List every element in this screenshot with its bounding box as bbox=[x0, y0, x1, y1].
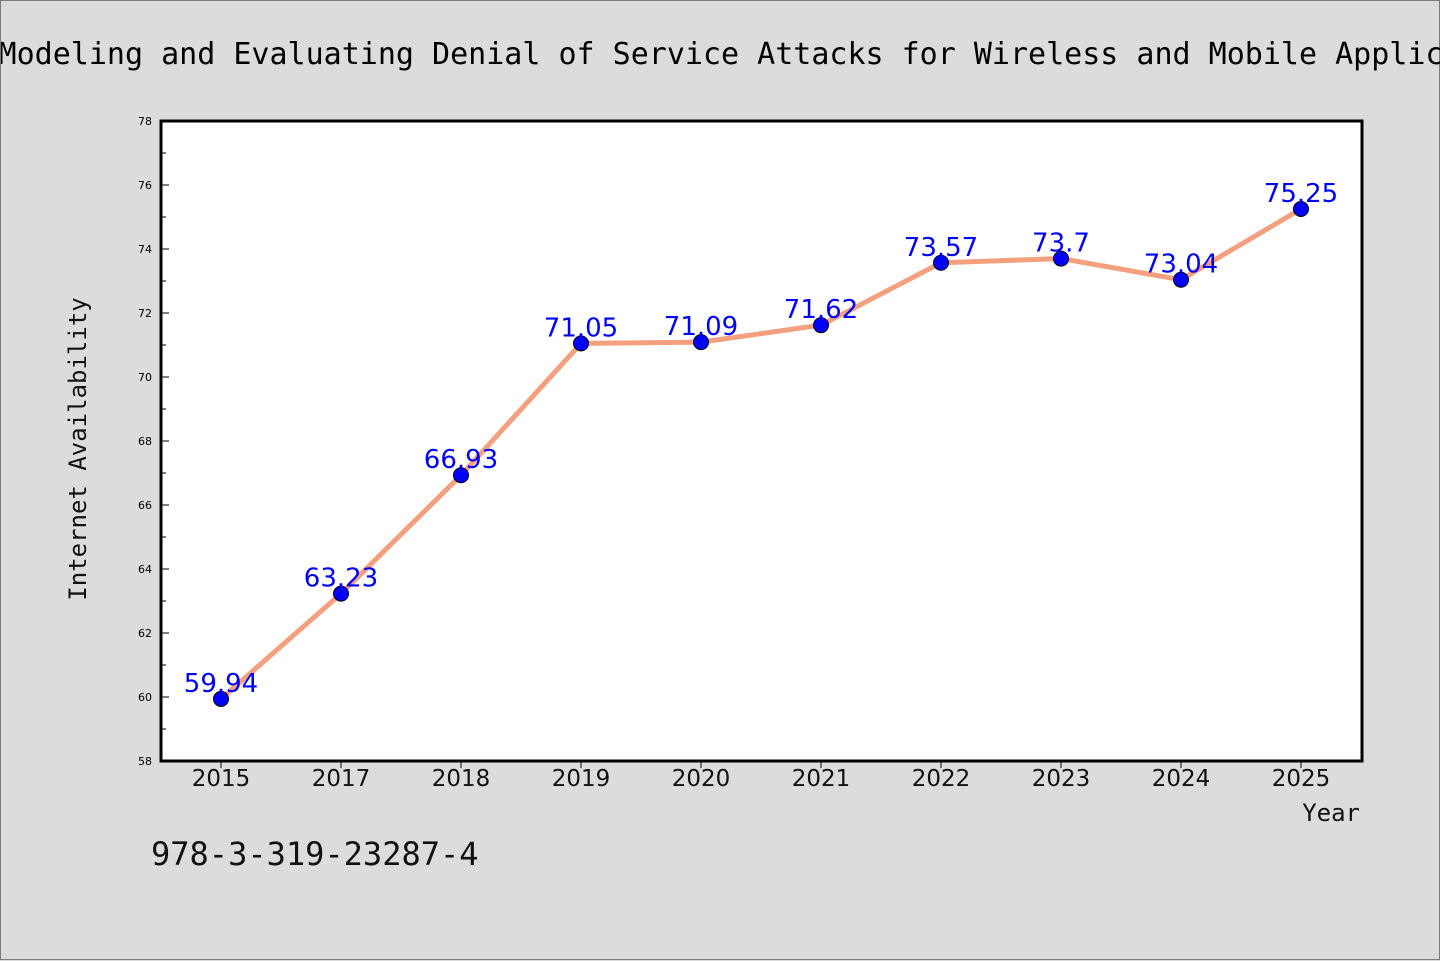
data-label: 71.05 bbox=[544, 313, 618, 343]
y-tick-label: 66 bbox=[138, 499, 152, 512]
x-axis-label: Year bbox=[1302, 799, 1360, 827]
y-tick-label: 68 bbox=[138, 435, 152, 448]
x-tick-label: 2022 bbox=[912, 766, 971, 792]
data-label: 73.57 bbox=[904, 233, 978, 263]
data-point bbox=[453, 467, 469, 484]
y-tick-label: 78 bbox=[138, 115, 152, 128]
data-label: 75.25 bbox=[1264, 179, 1338, 209]
isbn-label: 978-3-319-23287-4 bbox=[151, 835, 479, 873]
data-label: 59.94 bbox=[184, 669, 258, 699]
y-tick-label: 74 bbox=[138, 243, 152, 256]
data-point bbox=[1053, 250, 1069, 267]
series-group bbox=[213, 201, 1309, 707]
data-point bbox=[1173, 271, 1189, 288]
data-label: 71.62 bbox=[784, 295, 858, 325]
y-tick-label: 58 bbox=[138, 755, 152, 768]
data-point bbox=[933, 254, 949, 271]
y-tick-label: 64 bbox=[138, 563, 152, 576]
x-axis: 2015 2017 2018 2019 2020 2021 2022 2023 2024 2025 bbox=[192, 761, 1331, 792]
x-tick-label: 2020 bbox=[672, 766, 731, 792]
data-label: 73.7 bbox=[1032, 229, 1090, 259]
y-tick-label: 76 bbox=[138, 179, 152, 192]
x-tick-label: 2019 bbox=[552, 766, 611, 792]
x-tick-label: 2023 bbox=[1032, 766, 1091, 792]
data-labels: 59.94 63.23 66.93 71.05 71.09 71.62 73.57 73.7 7… bbox=[184, 179, 1338, 699]
x-tick-label: 2024 bbox=[1152, 766, 1211, 792]
x-tick-label: 2018 bbox=[432, 766, 491, 792]
y-tick-label: 72 bbox=[138, 307, 152, 320]
data-label: 63.23 bbox=[304, 564, 378, 594]
y-tick-label: 70 bbox=[138, 371, 152, 384]
data-point bbox=[573, 335, 589, 352]
data-label: 66.93 bbox=[424, 445, 498, 475]
data-point bbox=[1293, 201, 1309, 217]
data-label: 71.09 bbox=[664, 312, 738, 342]
x-tick-label: 2017 bbox=[312, 766, 371, 792]
data-point bbox=[693, 334, 709, 351]
x-tick-label: 2021 bbox=[792, 766, 851, 792]
data-label: 73.04 bbox=[1144, 250, 1218, 280]
x-tick-label: 2025 bbox=[1272, 766, 1331, 792]
chart-title: Modeling and Evaluating Denial of Servic… bbox=[1, 37, 1440, 72]
x-tick-label: 2015 bbox=[192, 766, 251, 792]
series-line bbox=[218, 206, 1304, 702]
data-point bbox=[333, 585, 349, 602]
y-tick-label: 60 bbox=[138, 691, 152, 704]
y-tick-label: 62 bbox=[138, 627, 152, 640]
data-point bbox=[813, 317, 829, 334]
y-axis: 58 60 62 64 66 68 70 72 74 76 78 bbox=[138, 115, 169, 768]
data-point bbox=[213, 690, 229, 707]
plot-area bbox=[159, 119, 1364, 763]
y-axis-label: Internet Availability bbox=[64, 297, 92, 600]
